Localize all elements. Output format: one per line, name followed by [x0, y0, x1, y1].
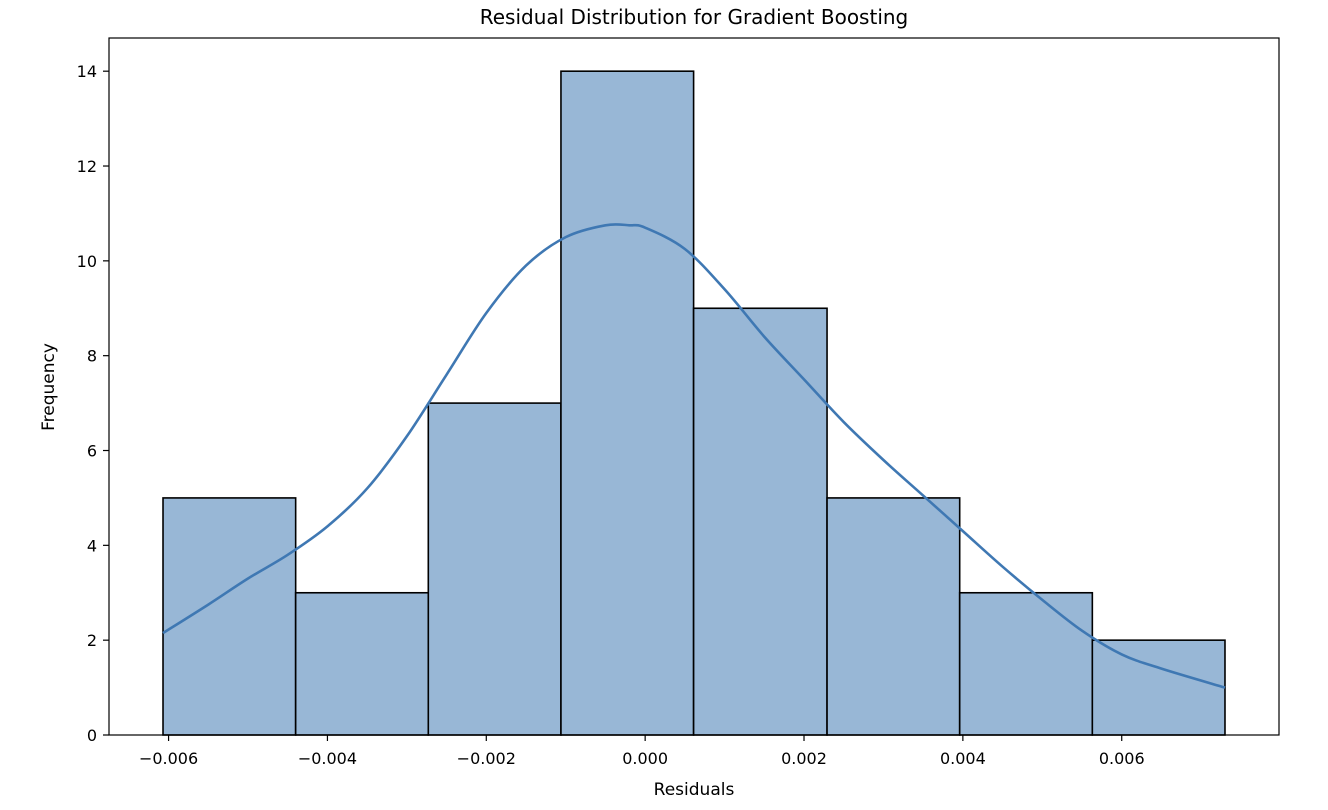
- x-tick-label: −0.002: [457, 749, 516, 768]
- histogram-bar-7: [958, 591, 1094, 736]
- x-tick-label: 0.006: [1099, 749, 1145, 768]
- histogram-bar-1: [162, 497, 297, 736]
- y-tick-label: 10: [77, 252, 97, 271]
- y-axis-ticks: 0 2 4 6 8 10 12 14: [77, 62, 109, 745]
- x-axis-label: Residuals: [654, 780, 735, 800]
- x-tick-label: −0.006: [139, 749, 198, 768]
- kde-curve: [162, 223, 1226, 689]
- y-tick-label: 0: [87, 726, 97, 745]
- y-tick-label: 8: [87, 347, 97, 366]
- y-tick-label: 4: [87, 536, 97, 555]
- y-tick-label: 12: [77, 157, 97, 176]
- y-tick-label: 6: [87, 442, 97, 461]
- y-axis-label: Frequency: [39, 343, 59, 431]
- y-tick-label: 14: [77, 62, 97, 81]
- histogram-bar-5: [692, 307, 828, 736]
- x-axis-ticks: −0.006 −0.004 −0.002 0.000 0.002 0.004 0.006: [139, 735, 1145, 768]
- x-tick-label: −0.004: [298, 749, 357, 768]
- x-tick-label: 0.002: [781, 749, 827, 768]
- x-tick-label: 0.004: [940, 749, 986, 768]
- histogram-bar-8: [1091, 639, 1226, 736]
- histogram-bars: [162, 70, 1226, 736]
- histogram-bar-2: [294, 591, 430, 736]
- histogram-bar-4: [560, 70, 695, 736]
- x-tick-label: 0.000: [622, 749, 668, 768]
- histogram-bar-6: [826, 497, 961, 736]
- chart-title: Residual Distribution for Gradient Boost…: [480, 5, 909, 29]
- plot-frame: [108, 37, 1280, 736]
- y-tick-label: 2: [87, 631, 97, 650]
- histogram-bar-3: [427, 402, 562, 736]
